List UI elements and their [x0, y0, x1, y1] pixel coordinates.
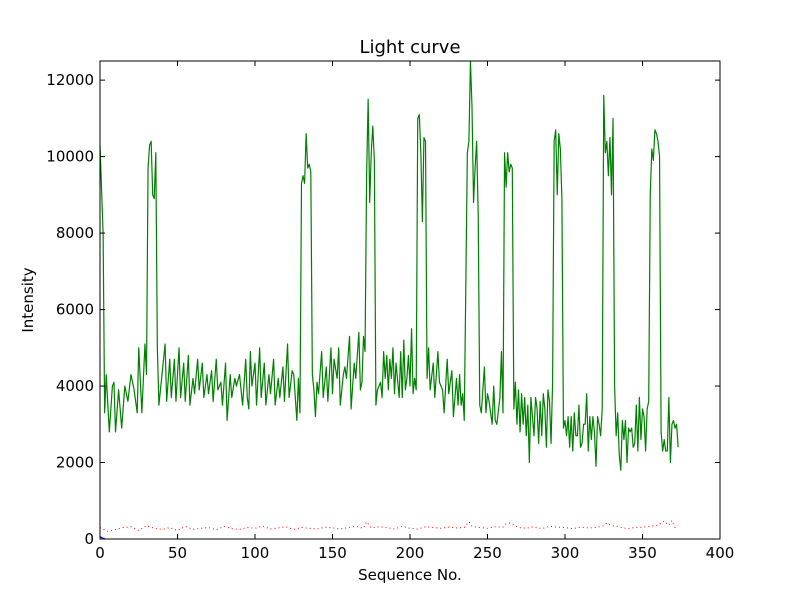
x-axis-title: Sequence No. — [358, 566, 462, 584]
y-tick-label: 4000 — [56, 377, 94, 395]
series-line-3 — [100, 536, 105, 539]
axis-ticks: 0 50 100 150 200 250 300 350 4000200040006000800… — [46, 61, 734, 562]
x-tick-label: 100 — [241, 544, 270, 562]
y-tick-label: 10000 — [46, 148, 94, 166]
y-tick-label: 6000 — [56, 301, 94, 319]
y-tick-label: 2000 — [56, 454, 94, 472]
plot-frame — [99, 60, 721, 540]
y-tick-label: 8000 — [56, 224, 94, 242]
x-tick-label: 200 — [396, 544, 425, 562]
x-tick-label: 400 — [706, 544, 735, 562]
chart-title: Light curve — [359, 37, 460, 58]
x-tick-label: 0 — [95, 544, 105, 562]
y-axis-title: Intensity — [19, 267, 37, 332]
x-tick-label: 300 — [551, 544, 580, 562]
plot-area — [100, 61, 679, 539]
y-tick-label: 12000 — [46, 71, 94, 89]
x-tick-label: 50 — [168, 544, 187, 562]
y-tick-label: 0 — [84, 530, 94, 548]
series-line-1 — [100, 61, 679, 471]
x-tick-label: 350 — [628, 544, 657, 562]
x-tick-label: 150 — [318, 544, 347, 562]
x-tick-label: 250 — [473, 544, 502, 562]
